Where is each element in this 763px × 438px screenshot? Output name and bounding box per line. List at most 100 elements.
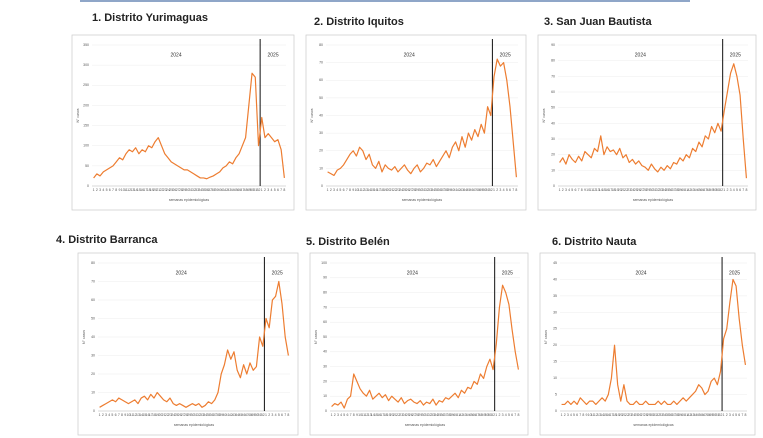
x-tick-label: 47 [703, 413, 707, 417]
y-tick-label: 50 [85, 164, 89, 168]
y-tick-label: 50 [551, 106, 555, 110]
x-tick-label: 8 [517, 413, 519, 417]
x-tick-label: 27 [641, 413, 645, 417]
x-tick-label: 35 [666, 413, 670, 417]
x-tick-label: 49 [251, 413, 255, 417]
x-tick-label: 19 [387, 413, 391, 417]
x-tick-label: 21 [156, 188, 160, 192]
x-tick-label: 11 [589, 188, 593, 192]
x-tick-label: 1 [559, 188, 561, 192]
x-tick-label: 46 [700, 188, 704, 192]
x-tick-label: 26 [637, 188, 641, 192]
x-axis-title: semanas epidemiológicas [405, 423, 446, 427]
x-tick-label: 6 [277, 188, 279, 192]
x-tick-label: 33 [659, 413, 663, 417]
year-label: 2024 [171, 52, 182, 58]
y-tick-label: 30 [551, 137, 555, 141]
x-tick-label: 11 [358, 188, 362, 192]
x-tick-label: 28 [644, 413, 648, 417]
x-tick-label: 3 [567, 413, 569, 417]
x-tick-label: 42 [459, 413, 463, 417]
x-tick-label: 2 [102, 413, 104, 417]
x-tick-label: 32 [197, 413, 201, 417]
x-tick-label: 22 [396, 413, 400, 417]
x-tick-label: 31 [422, 188, 426, 192]
x-tick-label: 2 [330, 188, 332, 192]
x-tick-label: 29 [646, 188, 650, 192]
x-tick-label: 30 [190, 413, 194, 417]
year-label: 2025 [502, 270, 513, 276]
x-tick-label: 32 [425, 188, 429, 192]
x-tick-label: 3 [333, 188, 335, 192]
x-tick-label: 32 [656, 188, 660, 192]
x-tick-label: 7 [112, 188, 114, 192]
x-tick-label: 2 [334, 413, 336, 417]
panel-frame [309, 252, 529, 436]
x-tick-label: 30 [185, 188, 189, 192]
x-tick-label: 5 [339, 188, 341, 192]
x-tick-label: 50 [482, 188, 486, 192]
x-tick-label: 21 [622, 413, 626, 417]
x-tick-label: 36 [440, 413, 444, 417]
x-tick-label: 7 [579, 413, 581, 417]
x-tick-label: 10 [126, 413, 130, 417]
x-tick-label: 13 [136, 413, 140, 417]
y-tick-label: 15 [553, 360, 557, 364]
x-tick-label: 4 [108, 413, 110, 417]
x-tick-label: 31 [189, 188, 193, 192]
x-tick-label: 1 [265, 413, 267, 417]
x-tick-label: 27 [640, 188, 644, 192]
x-tick-label: 26 [638, 413, 642, 417]
year-label: 2024 [404, 52, 415, 58]
x-tick-label: 9 [586, 413, 588, 417]
y-tick-label: 90 [323, 276, 327, 280]
y-tick-label: 60 [551, 90, 555, 94]
x-axis-title: semanas epidemiológicas [174, 423, 215, 427]
y-tick-label: 20 [551, 153, 555, 157]
x-tick-label: 20 [386, 188, 390, 192]
x-tick-label: 7 [742, 188, 744, 192]
x-tick-label: 27 [181, 413, 185, 417]
x-tick-label: 49 [247, 188, 251, 192]
y-tick-label: 300 [83, 63, 89, 67]
x-tick-label: 38 [447, 413, 451, 417]
x-tick-label: 42 [687, 413, 691, 417]
x-tick-label: 33 [200, 413, 204, 417]
y-tick-label: 40 [319, 113, 323, 117]
x-tick-label: 20 [619, 413, 623, 417]
x-tick-label: 14 [134, 188, 138, 192]
x-tick-label: 36 [210, 413, 214, 417]
y-tick-label: 5 [555, 392, 557, 396]
x-tick-label: 36 [669, 413, 673, 417]
x-tick-label: 37 [672, 188, 676, 192]
x-tick-label: 7 [512, 188, 514, 192]
y-tick-label: 80 [91, 261, 95, 265]
x-tick-label: 16 [377, 413, 381, 417]
x-tick-label: 43 [232, 413, 236, 417]
x-tick-label: 44 [466, 413, 470, 417]
y-axis-title: N° casos [542, 108, 546, 122]
x-tick-label: 40 [681, 413, 685, 417]
x-tick-label: 37 [441, 188, 445, 192]
y-tick-label: 40 [553, 277, 557, 281]
x-tick-label: 8 [515, 188, 517, 192]
x-tick-label: 5 [274, 188, 276, 192]
line-series [93, 72, 285, 180]
x-tick-label: 35 [437, 413, 441, 417]
x-tick-label: 18 [611, 188, 615, 192]
x-tick-label: 3 [729, 413, 731, 417]
x-tick-label: 17 [609, 413, 613, 417]
x-tick-label: 4 [732, 413, 734, 417]
x-tick-label: 33 [195, 188, 199, 192]
x-tick-label: 11 [130, 413, 134, 417]
x-tick-label: 3 [337, 413, 339, 417]
x-tick-label: 26 [172, 188, 176, 192]
x-tick-label: 48 [706, 188, 710, 192]
x-tick-label: 20 [153, 188, 157, 192]
x-tick-label: 30 [649, 188, 653, 192]
x-tick-label: 50 [254, 413, 258, 417]
x-tick-label: 37 [208, 188, 212, 192]
x-axis-title: semanas epidemiológicas [169, 198, 210, 202]
x-tick-label: 36 [205, 188, 209, 192]
x-tick-label: 23 [163, 188, 167, 192]
